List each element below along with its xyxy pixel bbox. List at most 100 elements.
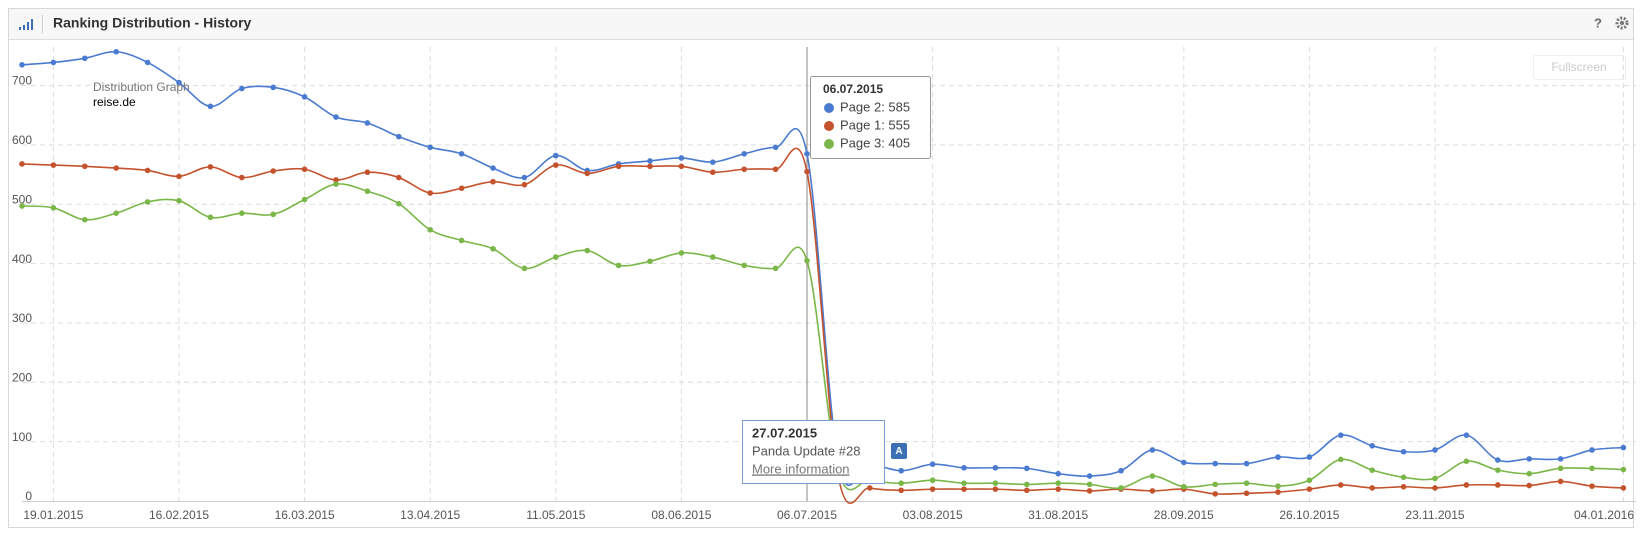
y-tick-label: 200: [12, 370, 32, 384]
data-point: [1589, 447, 1595, 453]
data-point: [647, 258, 653, 265]
data-point: [333, 181, 339, 187]
data-point: [961, 486, 967, 492]
data-point: [1275, 483, 1281, 489]
y-tick-label: 100: [12, 430, 32, 444]
tooltip-dot: [824, 139, 834, 149]
data-point: [1055, 470, 1061, 477]
y-tick-label: 500: [12, 192, 32, 206]
data-point: [333, 177, 339, 183]
data-point: [615, 163, 622, 170]
data-point: [961, 480, 967, 486]
data-point: [584, 247, 590, 254]
tooltip-item: Page 3: 405: [840, 135, 910, 150]
y-tick-label: 0: [25, 489, 32, 503]
data-point: [19, 62, 25, 68]
data-point: [584, 170, 590, 177]
fullscreen-label: Fullscreen: [1551, 60, 1606, 74]
x-tick-label: 26.10.2015: [1279, 508, 1339, 522]
data-point: [1024, 487, 1030, 494]
data-point: [144, 167, 151, 174]
data-point: [1275, 454, 1281, 460]
tooltip: 06.07.2015 Page 2: 585 Page 1: 555 Page 3:…: [810, 76, 931, 159]
data-point: [1306, 454, 1313, 460]
data-point: [647, 158, 653, 164]
data-point: [1306, 486, 1313, 492]
x-tick-label: 31.08.2015: [1028, 508, 1088, 522]
data-point: [1086, 488, 1093, 494]
data-point: [207, 164, 214, 170]
data-point: [961, 464, 967, 471]
data-point: [992, 464, 999, 471]
annotation-text: Panda Update #28: [752, 443, 860, 458]
data-point: [1526, 482, 1532, 489]
data-point: [1243, 490, 1250, 497]
data-point: [113, 48, 119, 55]
x-tick-label: 16.02.2015: [149, 508, 209, 522]
data-point: [1495, 482, 1501, 488]
data-point: [1526, 456, 1532, 462]
data-point: [1620, 444, 1627, 451]
settings-button[interactable]: [1615, 16, 1629, 30]
data-point: [82, 163, 88, 170]
annotation-date: 27.07.2015: [752, 425, 817, 440]
data-point: [82, 216, 88, 223]
data-point: [1369, 467, 1375, 473]
header-icon: [19, 19, 33, 30]
data-point: [207, 214, 214, 221]
fullscreen-button[interactable]: [1533, 55, 1626, 80]
data-point: [113, 165, 119, 171]
data-point: [1055, 480, 1061, 486]
annotation-box: [742, 420, 885, 484]
data-point: [1181, 459, 1187, 466]
x-tick-label: 06.07.2015: [777, 508, 837, 522]
y-tick-label: 600: [12, 133, 32, 147]
data-point: [553, 254, 559, 260]
help-button[interactable]: ?: [1594, 15, 1602, 30]
data-point: [1369, 443, 1375, 449]
data-point: [396, 174, 402, 181]
data-point: [458, 237, 465, 244]
data-point: [1243, 460, 1250, 467]
data-point: [678, 163, 685, 170]
data-point: [239, 174, 245, 181]
data-point: [1557, 465, 1564, 472]
data-point: [144, 199, 151, 205]
data-point: [144, 59, 151, 66]
data-point: [1338, 456, 1344, 463]
data-point: [1432, 485, 1438, 491]
data-point: [1149, 447, 1156, 453]
annotation-link[interactable]: More information: [752, 461, 850, 476]
data-point: [1526, 470, 1532, 477]
data-point: [1432, 475, 1438, 482]
plot: 0 100 200 300 400 500 600 700 19.01.2015 16.02.20…: [12, 47, 1636, 522]
data-point: [1118, 485, 1124, 491]
data-point: [427, 190, 434, 196]
x-tick-label: 16.03.2015: [275, 508, 335, 522]
data-point: [898, 467, 904, 474]
data-point: [19, 161, 25, 167]
x-tick-label: 28.09.2015: [1154, 508, 1214, 522]
data-point: [176, 197, 182, 204]
data-point: [804, 151, 810, 157]
x-tick-label: 04.01.2016: [1574, 508, 1634, 522]
data-point: [301, 94, 308, 100]
data-point: [458, 185, 465, 192]
annotation: 27.07.2015 Panda Update #28 More informa…: [742, 420, 907, 484]
data-point: [458, 151, 465, 157]
data-point: [772, 166, 779, 173]
data-point: [1620, 466, 1627, 473]
data-point: [1589, 465, 1595, 472]
data-point: [553, 152, 559, 159]
data-point: [710, 159, 716, 165]
data-point: [1306, 477, 1313, 484]
data-point: [1557, 456, 1564, 462]
data-point: [490, 165, 496, 171]
data-point: [1243, 480, 1250, 486]
annotation-flag[interactable]: [891, 443, 907, 459]
data-point: [521, 181, 528, 188]
data-point: [929, 461, 936, 468]
x-tick-label: 13.04.2015: [400, 508, 460, 522]
data-point: [898, 480, 904, 486]
